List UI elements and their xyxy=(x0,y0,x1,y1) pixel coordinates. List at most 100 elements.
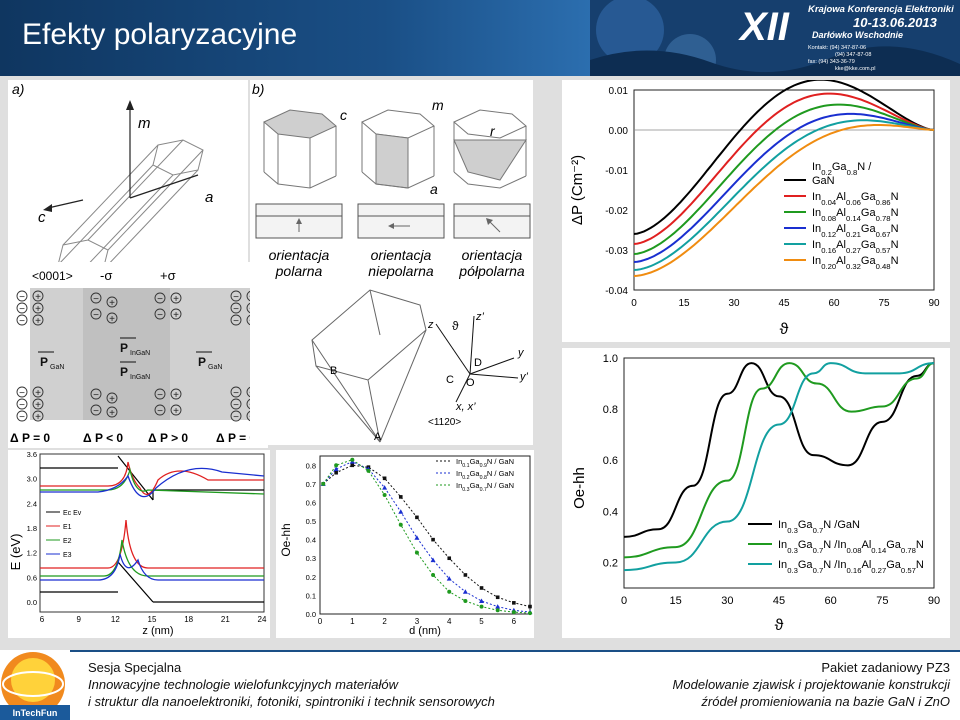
sc-point-1 xyxy=(333,466,339,472)
svg-text:−: − xyxy=(19,316,25,327)
sc-point-2 xyxy=(398,522,403,527)
sc-point-0 xyxy=(512,601,516,605)
footer-session-title2: i struktur dla nanoelektroniki, fotoniki… xyxy=(88,694,495,709)
dp-legend-header: In0.2Ga0.8N / xyxy=(812,161,872,177)
svg-text:−: − xyxy=(93,310,99,321)
svg-text:−: − xyxy=(157,390,163,401)
sc-point-1 xyxy=(462,589,468,594)
svg-text:−: − xyxy=(93,294,99,305)
axis-yp: y’ xyxy=(519,371,529,383)
neg-sigma: -σ xyxy=(100,268,112,283)
oe-xtick: 75 xyxy=(876,595,888,607)
sc-ytick: 0.8 xyxy=(306,461,316,470)
panel-b: b) c m a r orientacja polarna orien xyxy=(250,80,533,445)
dp-xtick: 90 xyxy=(928,298,940,309)
svg-text:−: − xyxy=(233,400,239,411)
sc-point-2 xyxy=(479,604,484,609)
svg-text:+: + xyxy=(173,390,179,401)
sc-point-2 xyxy=(350,457,355,462)
sc-point-0 xyxy=(431,537,435,542)
dp-xtick: 15 xyxy=(678,298,690,309)
sc-legend-label-2: In0.3Ga0.7N / GaN xyxy=(456,481,514,493)
energy-ylabel: E (eV) xyxy=(8,534,23,571)
dp-ytick: 0.01 xyxy=(609,86,629,97)
svg-text:−: − xyxy=(233,316,239,327)
sc-xtick: 1 xyxy=(350,617,355,626)
sc-ytick: 0.7 xyxy=(306,480,316,489)
banner-contact2: (94) 347-87-08 xyxy=(835,52,871,58)
oe-xtick: 15 xyxy=(670,595,682,607)
svg-text:−: − xyxy=(233,304,239,315)
hexagonal-prism-diagram: a) m c a xyxy=(12,81,213,276)
oe-xtick: 60 xyxy=(825,595,837,607)
axis-x: x, x’ xyxy=(455,401,476,413)
oe-plot-frame xyxy=(623,357,935,589)
panel-a-m: m xyxy=(138,115,151,132)
sc-xtick: 3 xyxy=(415,617,420,626)
p-gan-right: P xyxy=(198,355,206,369)
svg-text:+: + xyxy=(173,294,179,305)
svg-text:−: − xyxy=(19,412,25,423)
dp-legend-label-4: In0.16Al0.27Ga0.57N xyxy=(812,239,899,255)
panel-b-label: b) xyxy=(252,81,264,97)
dp-legend-label-3: In0.12Al0.21Ga0.67N xyxy=(812,223,899,239)
orient-nonpolar-2: niepolarna xyxy=(368,263,434,279)
dp-legend-label-1: In0.04Al0.06Ga0.86N xyxy=(812,191,899,207)
oe-ytick: 0.6 xyxy=(603,455,618,467)
oe-series-line-0 xyxy=(623,362,935,538)
sc-point-2 xyxy=(382,493,387,498)
sc-point-1 xyxy=(398,509,404,514)
header-bar: Efekty polaryzacyjne XII Krajowa Konfere… xyxy=(0,0,960,76)
oe-legend-label-0: In0.3Ga0.7N /GaN xyxy=(778,519,860,535)
sc-ytick: 0.2 xyxy=(306,573,316,582)
sc-ytick: 0.1 xyxy=(306,591,316,600)
energy-xtick: 24 xyxy=(258,615,267,624)
svg-text:−: − xyxy=(233,412,239,423)
axis-z: z xyxy=(427,319,434,331)
dp-series-line-5 xyxy=(633,124,935,277)
point-D: D xyxy=(474,357,482,369)
sc-ytick: 0.5 xyxy=(306,517,316,526)
sc-series-line-2 xyxy=(322,459,531,614)
banner-dates: 10-13.06.2013 xyxy=(853,15,938,30)
energy-xtick: 18 xyxy=(184,615,193,624)
sc-point-2 xyxy=(495,608,500,613)
energy-xlabel: z (nm) xyxy=(142,625,173,637)
sc-xlabel: d (nm) xyxy=(409,625,441,637)
dp-legend-label-0: GaN xyxy=(812,175,835,187)
svg-text:−: − xyxy=(19,400,25,411)
energy-legend-2: E2 xyxy=(63,538,72,545)
energy-band-chart: E (eV) 0.0 0.6 1.2 1.8 2.4 3.0 3.6 6 9 12 15 18 21 2… xyxy=(8,450,270,638)
sc-xtick: 0 xyxy=(318,617,323,626)
sc-point-2 xyxy=(463,598,468,603)
panel-b-r: r xyxy=(490,123,496,139)
svg-text:−: − xyxy=(19,304,25,315)
sc-point-0 xyxy=(528,604,532,609)
svg-text:+: + xyxy=(173,310,179,321)
oe-legend-label-2: In0.3Ga0.7N /In0.16Al0.27Ga0.57N xyxy=(778,559,924,575)
oe-xlabel: ϑ xyxy=(775,617,784,634)
p-ingan-pz: P xyxy=(120,365,128,379)
dp-xtick: 45 xyxy=(778,298,790,309)
footer-session-title: Innowacyjne technologie wielofunkcyjnych… xyxy=(88,677,399,692)
dp-series-line-4 xyxy=(633,119,935,271)
oe-legend-label-1: In0.3Ga0.7N /In0.08Al0.14Ga0.78N xyxy=(778,539,924,555)
energy-ytick: 1.8 xyxy=(27,524,37,533)
oe-xtick: 90 xyxy=(928,595,940,607)
energy-ytick: 2.4 xyxy=(27,499,37,508)
sc-point-0 xyxy=(382,476,387,481)
dp-ytick: -0.02 xyxy=(605,206,628,217)
sc-point-0 xyxy=(447,556,452,561)
sc-point-2 xyxy=(414,550,419,555)
panel-b-a: a xyxy=(430,181,438,197)
svg-text:+: + xyxy=(35,292,41,303)
sc-point-1 xyxy=(446,576,452,581)
sc-point-1 xyxy=(414,535,420,540)
svg-text:−: − xyxy=(233,388,239,399)
oe-series-line-2 xyxy=(623,362,935,572)
sc-point-2 xyxy=(366,468,371,473)
dp-gt0: Δ P > 0 xyxy=(148,431,188,445)
sc-ytick: 0.0 xyxy=(306,610,316,619)
dp-ylabel: ΔP (Cm⁻²) xyxy=(569,155,586,225)
sc-ytick: 0.6 xyxy=(306,498,316,507)
